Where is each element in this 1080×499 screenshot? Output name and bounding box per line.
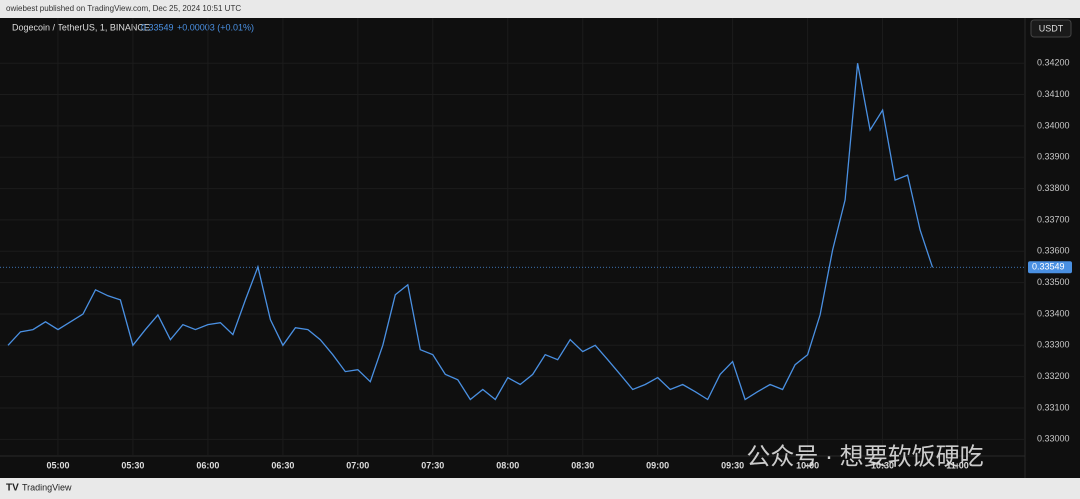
y-tick-label: 0.33900 <box>1037 152 1070 162</box>
y-tick-label: 0.33700 <box>1037 214 1070 224</box>
x-tick-label: 07:30 <box>421 460 444 470</box>
brand-logo: TV <box>6 483 19 494</box>
x-tick-label: 05:00 <box>46 460 69 470</box>
last-price: 0.33549 <box>141 22 174 32</box>
x-tick-label: 09:30 <box>721 460 744 470</box>
y-tick-label: 0.33600 <box>1037 246 1070 256</box>
y-tick-label: 0.34100 <box>1037 89 1070 99</box>
y-tick-label: 0.33200 <box>1037 371 1070 381</box>
bottom-bar <box>0 478 1080 499</box>
x-tick-label: 08:00 <box>496 460 519 470</box>
last-price-label: 0.33549 <box>1032 262 1065 272</box>
y-tick-label: 0.33500 <box>1037 277 1070 287</box>
y-tick-label: 0.33000 <box>1037 434 1070 444</box>
x-tick-label: 06:00 <box>196 460 219 470</box>
x-tick-label: 06:30 <box>271 460 294 470</box>
chart-title: Dogecoin / TetherUS, 1, BINANCE <box>12 22 150 32</box>
x-tick-label: 10:30 <box>871 460 894 470</box>
brand: TradingView <box>22 482 72 492</box>
y-tick-label: 0.33800 <box>1037 183 1070 193</box>
price-line <box>7 63 934 401</box>
watermark: 公众号 · 想要软饭硬吃 <box>746 443 983 470</box>
y-tick-label: 0.34000 <box>1037 120 1070 130</box>
currency-box[interactable] <box>1030 19 1072 38</box>
x-tick-label: 05:30 <box>121 460 144 470</box>
y-tick-label: 0.34200 <box>1037 58 1070 68</box>
x-tick-label: 07:00 <box>346 460 369 470</box>
y-tick-label: 0.33400 <box>1037 308 1070 318</box>
x-tick-label: 09:00 <box>646 460 669 470</box>
last-price-tag <box>1028 261 1072 274</box>
y-tick-label: 0.33300 <box>1037 340 1070 350</box>
top-bar <box>0 0 1080 18</box>
published-note: owiebest published on TradingView.com, D… <box>6 4 241 13</box>
x-tick-label: 08:30 <box>571 460 594 470</box>
price-change: +0.00003 (+0.01%) <box>177 22 254 32</box>
y-tick-label: 0.33100 <box>1037 402 1070 412</box>
currency[interactable]: USDT <box>1039 23 1064 33</box>
x-tick-label: 11:00 <box>946 460 969 470</box>
x-tick-label: 10:00 <box>796 460 819 470</box>
